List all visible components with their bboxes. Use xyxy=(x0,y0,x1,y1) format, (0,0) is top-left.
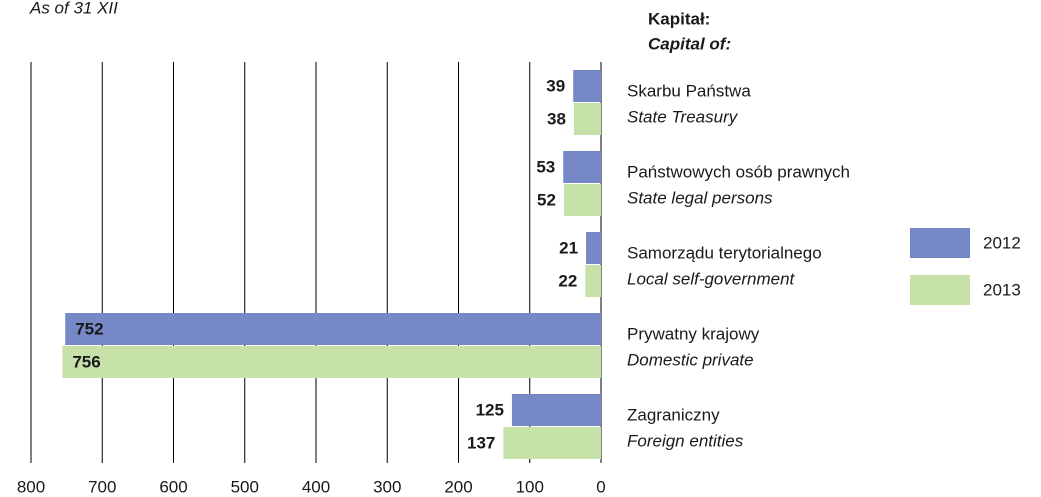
category-label: Zagraniczny xyxy=(627,405,720,424)
value-label: 38 xyxy=(547,109,566,128)
bar xyxy=(62,346,602,378)
x-tick-label: 100 xyxy=(516,477,544,496)
bar xyxy=(585,265,601,297)
value-label: 752 xyxy=(75,319,103,338)
bar xyxy=(511,394,601,426)
value-label: 52 xyxy=(537,190,556,209)
value-label: 756 xyxy=(72,352,100,371)
x-tick-label: 300 xyxy=(373,477,401,496)
bar xyxy=(563,184,601,216)
value-label: 53 xyxy=(536,157,555,176)
category-label: Samorządu terytorialnego xyxy=(627,243,822,262)
value-label: 21 xyxy=(559,238,578,257)
bar xyxy=(586,232,601,264)
value-label: 22 xyxy=(558,271,577,290)
category-label: Państwowych osób prawnych xyxy=(627,162,850,181)
bar xyxy=(573,70,601,102)
value-label: 137 xyxy=(467,433,495,452)
bar xyxy=(65,313,601,345)
legend-label: 2012 xyxy=(983,233,1021,252)
x-tick-label: 500 xyxy=(231,477,259,496)
category-label-en: Foreign entities xyxy=(627,431,744,450)
x-tick-label: 0 xyxy=(596,477,605,496)
bar xyxy=(503,427,601,459)
legend-title-en: Capital of: xyxy=(648,34,731,53)
x-tick-label: 700 xyxy=(88,477,116,496)
x-tick-label: 200 xyxy=(444,477,472,496)
legend-title: Kapitał: xyxy=(648,9,710,28)
category-label-en: State Treasury xyxy=(627,107,739,126)
category-label-en: Local self-government xyxy=(627,269,796,288)
subtitle: As of 31 XII xyxy=(29,0,118,17)
x-tick-label: 400 xyxy=(302,477,330,496)
legend-swatch xyxy=(910,228,970,258)
x-tick-label: 600 xyxy=(159,477,187,496)
category-label-en: State legal persons xyxy=(627,188,773,207)
x-tick-label: 800 xyxy=(17,477,45,496)
value-label: 125 xyxy=(476,400,504,419)
bar xyxy=(573,103,601,135)
value-label: 39 xyxy=(546,76,565,95)
legend-label: 2013 xyxy=(983,280,1021,299)
legend-swatch xyxy=(910,275,970,305)
category-label: Prywatny krajowy xyxy=(627,324,760,343)
category-label-en: Domestic private xyxy=(627,350,754,369)
bar xyxy=(563,151,601,183)
category-label: Skarbu Państwa xyxy=(627,81,751,100)
